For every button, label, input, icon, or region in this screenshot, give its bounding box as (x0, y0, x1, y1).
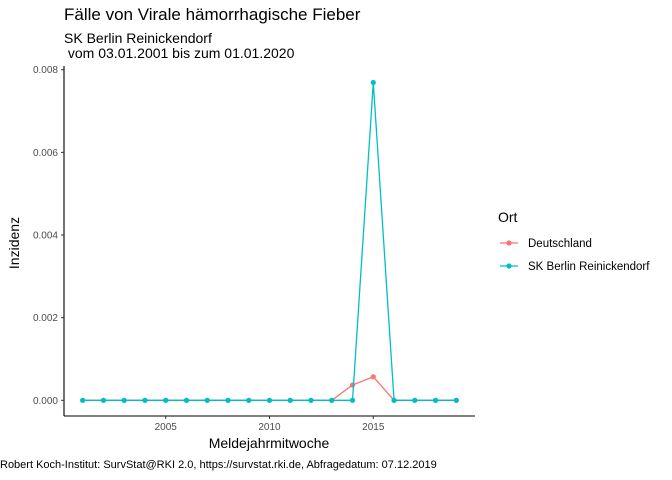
series-sk-berlin-reinickendorf (80, 79, 459, 403)
data-point (80, 397, 86, 403)
data-point (204, 397, 210, 403)
data-point (183, 397, 190, 403)
y-tick-label: 0.002 (33, 313, 58, 324)
data-point (142, 397, 148, 403)
chart-title: Fälle von Virale hämorrhagische Fieber (64, 5, 361, 24)
y-tick-label: 0.004 (33, 231, 58, 242)
chart-subtitle: SK Berlin Reinickendorf vom 03.01.2001 b… (64, 30, 295, 61)
legend-item: Deutschland (500, 238, 592, 250)
data-point (370, 374, 376, 380)
y-tick-label: 0.008 (33, 65, 58, 76)
axes: 0.000 0.002 0.004 0.006 0.008 2005 2010 2015 (33, 65, 475, 433)
data-point (100, 397, 107, 403)
data-point (225, 397, 231, 403)
y-tick-label: 0.000 (33, 396, 58, 407)
series-line (82, 82, 457, 401)
x-tick-label: 2010 (258, 422, 281, 433)
data-point (391, 397, 397, 403)
data-point (266, 397, 273, 403)
data-point (349, 397, 356, 403)
data-point (163, 397, 169, 403)
x-axis-title: Meldejahrmitwoche (209, 435, 330, 451)
data-point (453, 397, 459, 403)
data-point (287, 397, 293, 403)
data-point (370, 79, 376, 86)
legend-key-point (506, 263, 512, 269)
legend-title: Ort (498, 209, 518, 225)
legend-label: Deutschland (528, 238, 592, 250)
data-point (412, 397, 418, 403)
data-point (121, 397, 127, 403)
data-point (349, 382, 356, 388)
series-line (82, 375, 457, 401)
chart-caption: Robert Koch-Institut: SurvStat@RKI 2.0, … (0, 459, 437, 471)
y-axis-title: Inzidenz (6, 217, 22, 269)
legend: Ort Deutschland SK Berlin Reinickendorf (498, 209, 650, 273)
legend-key-point (506, 240, 512, 246)
legend-label: SK Berlin Reinickendorf (528, 261, 650, 273)
data-point (432, 397, 439, 403)
y-tick-label: 0.006 (33, 148, 58, 159)
data-point (308, 397, 314, 403)
x-tick-label: 2005 (155, 422, 178, 433)
series-layer (80, 79, 459, 403)
data-point (329, 397, 335, 403)
x-tick-label: 2015 (362, 422, 385, 433)
data-point (246, 397, 252, 403)
legend-item: SK Berlin Reinickendorf (500, 261, 650, 273)
